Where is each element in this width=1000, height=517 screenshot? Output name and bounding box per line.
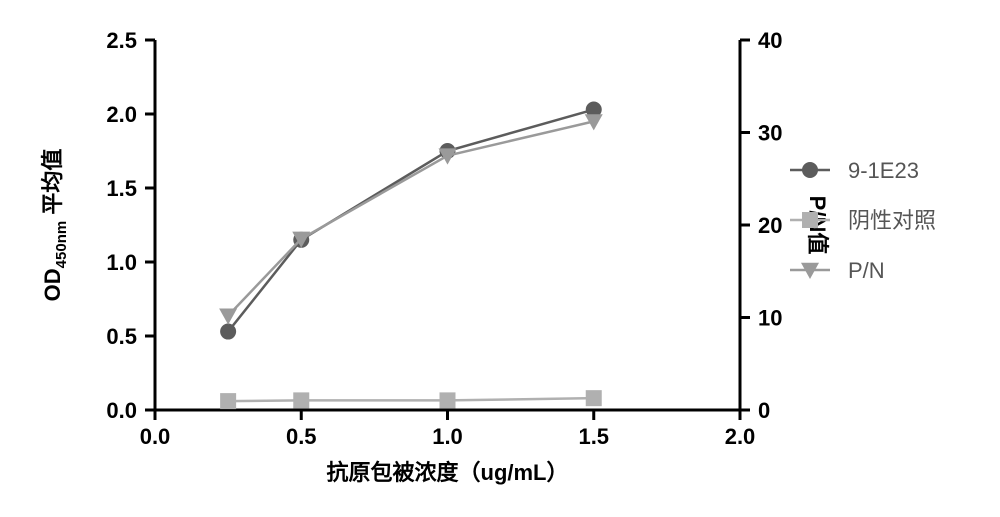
legend-item-s3: P/N: [790, 258, 885, 283]
y-left-tick-label: 1.5: [106, 176, 137, 201]
y-left-tick-label: 0.5: [106, 324, 137, 349]
series-marker-s2: [440, 392, 456, 408]
series-marker-s3: [439, 148, 457, 164]
y-left-tick-label: 0.0: [106, 398, 137, 423]
y-right-tick-label: 40: [758, 28, 782, 53]
series-marker-s2: [293, 392, 309, 408]
series-line-s3: [228, 121, 594, 315]
legend-label: P/N: [848, 258, 885, 283]
chart-svg: 0.0 0.5 1.0 1.5 2.0 抗原包被浓度（ug/mL） 0.0 0.5 1.0 1.5…: [0, 0, 1000, 517]
series-marker-s2: [586, 390, 602, 406]
x-tick-label: 1.0: [432, 424, 463, 449]
chart-container: 0.0 0.5 1.0 1.5 2.0 抗原包被浓度（ug/mL） 0.0 0.5 1.0 1.5…: [0, 0, 1000, 517]
series-line-s1: [228, 110, 594, 332]
y-left-axis-label: OD450nm 平均值: [40, 149, 70, 302]
series-line-s2: [228, 398, 594, 401]
x-axis-label: 抗原包被浓度（ug/mL）: [327, 460, 569, 485]
series-marker-s1: [220, 324, 236, 340]
y-right-tick-label: 0: [758, 398, 770, 423]
x-tick-label: 0.0: [140, 424, 171, 449]
y-right-tick-label: 10: [758, 306, 782, 331]
legend-label: 阴性对照: [848, 208, 936, 233]
y-left-tick-label: 2.0: [106, 102, 137, 127]
legend-label: 9-1E23: [848, 158, 919, 183]
y-left-tick-label: 1.0: [106, 250, 137, 275]
x-tick-label: 1.5: [578, 424, 609, 449]
y-right-tick-label: 20: [758, 213, 782, 238]
y-right-tick-label: 30: [758, 121, 782, 146]
legend-item-s1: 9-1E23: [790, 158, 919, 183]
y-left-tick-label: 2.5: [106, 28, 137, 53]
series-marker-s2: [220, 393, 236, 409]
x-tick-label: 0.5: [286, 424, 317, 449]
x-tick-label: 2.0: [725, 424, 756, 449]
